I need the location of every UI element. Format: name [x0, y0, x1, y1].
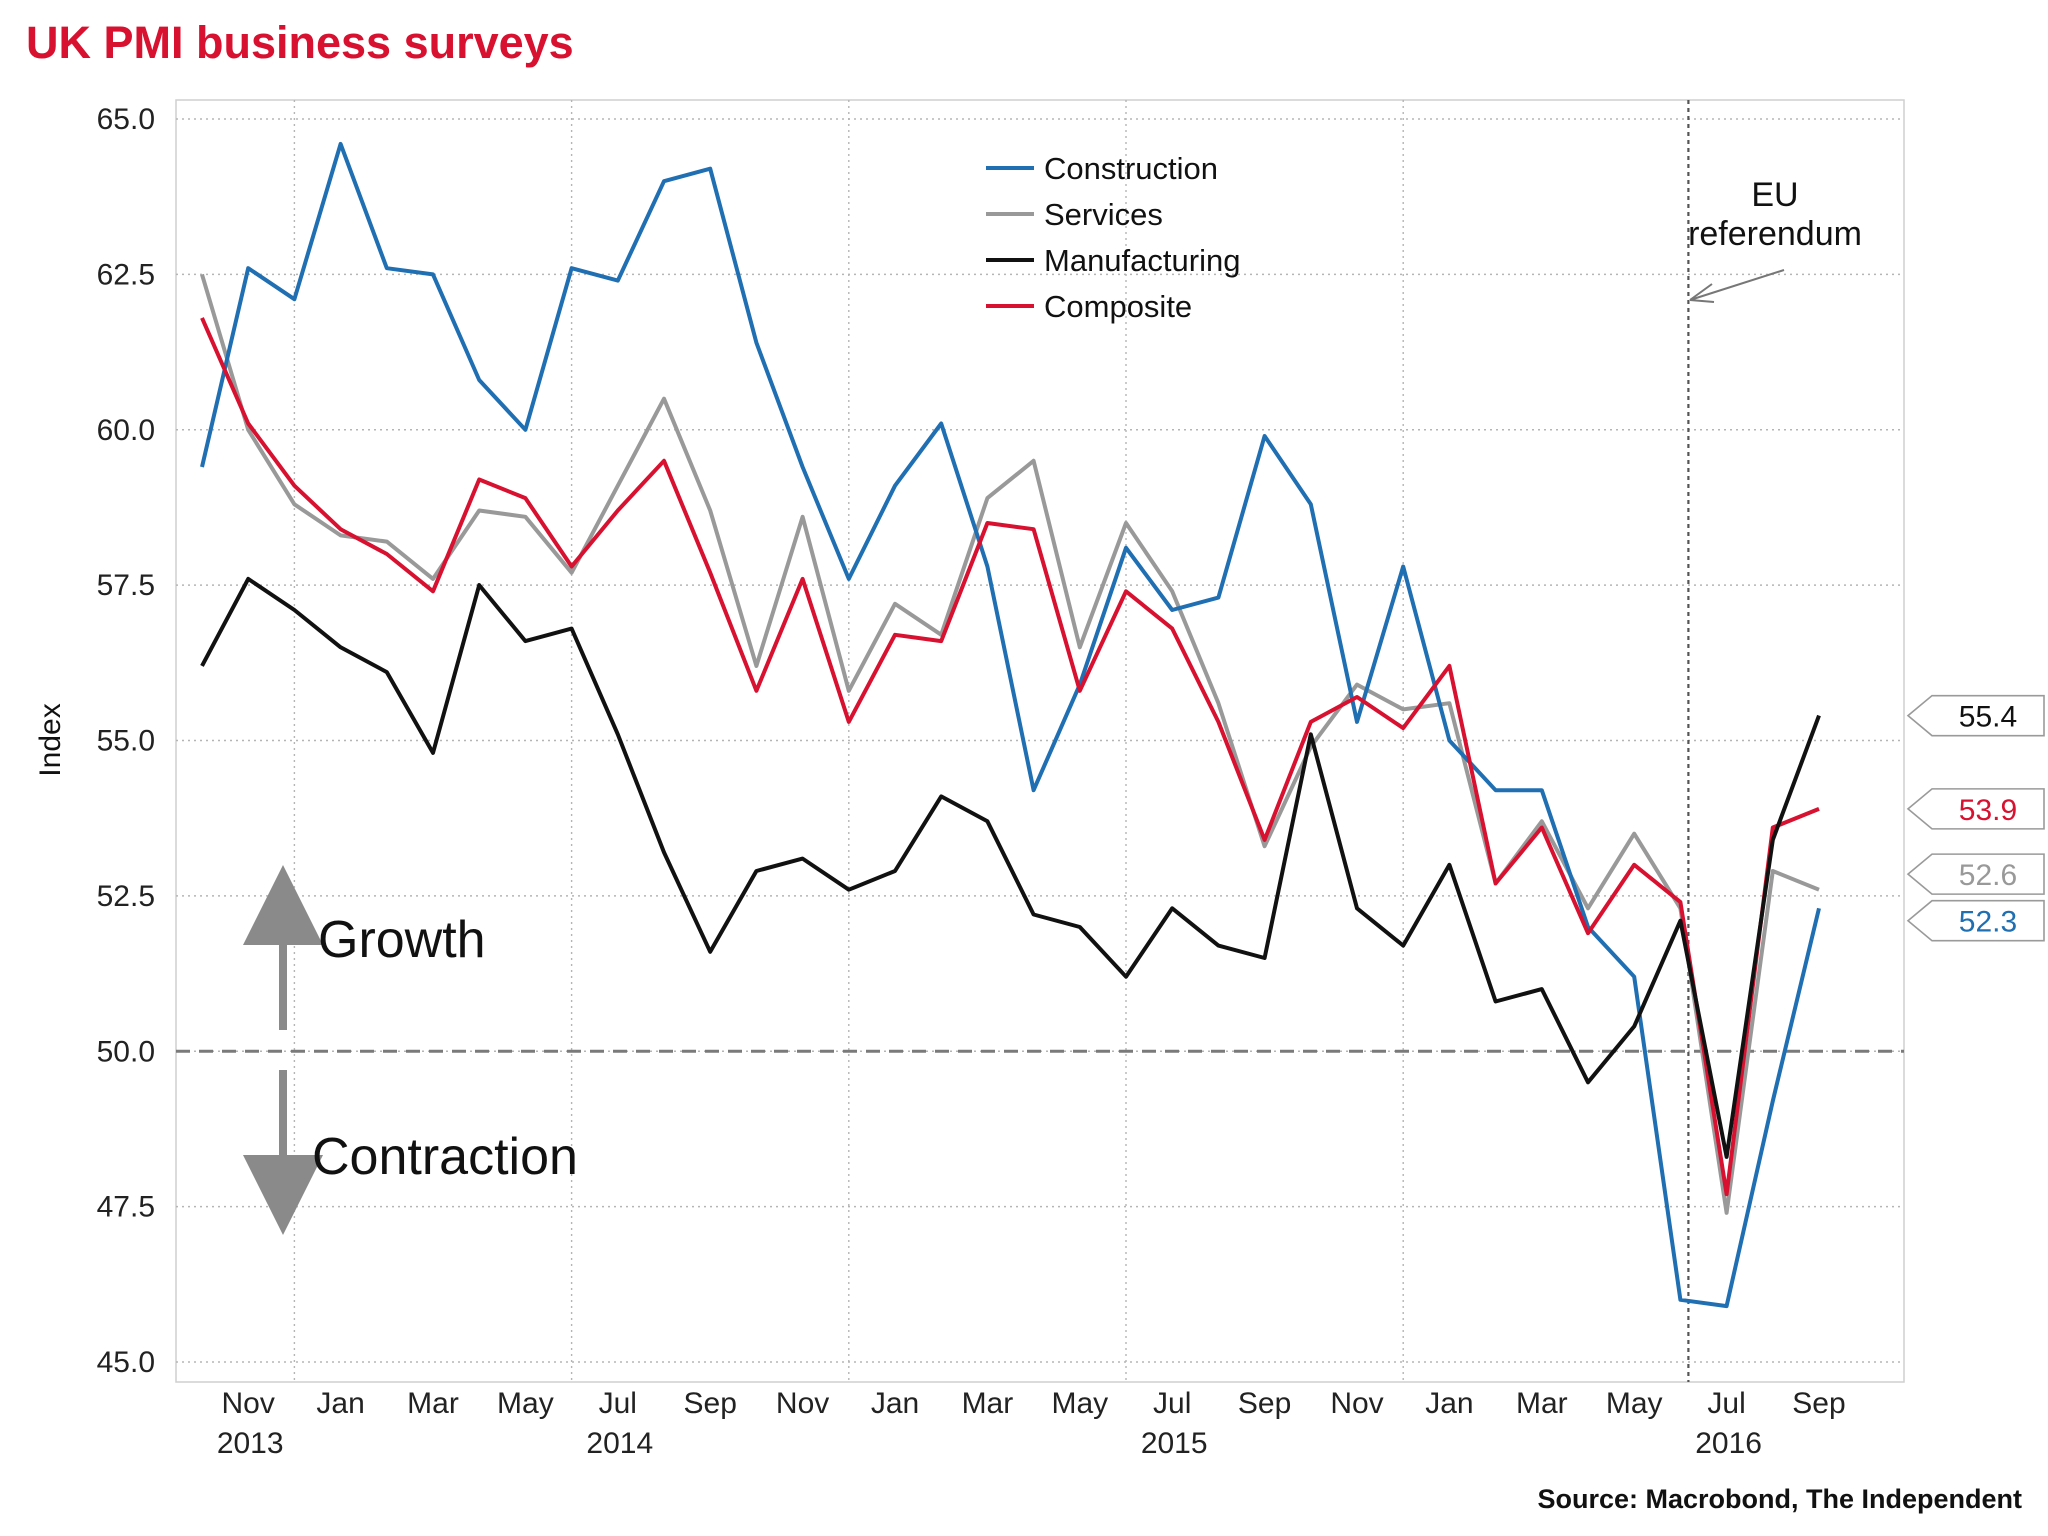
x-tick-label: Jan — [1425, 1387, 1473, 1420]
end-label-box-manufacturing — [1906, 694, 2045, 737]
legend-label-manufacturing: Manufacturing — [1044, 243, 1240, 278]
contraction-label: Contraction — [312, 1128, 578, 1186]
referendum-annotation: EU referendum — [1688, 176, 1862, 303]
x-year-label: 2015 — [1141, 1427, 1208, 1460]
x-tick-label: Mar — [407, 1387, 459, 1420]
x-tick-label: Mar — [1516, 1387, 1568, 1420]
legend: Construction Services Manufacturing Composi… — [986, 151, 1240, 324]
x-tick-label: May — [1051, 1387, 1108, 1420]
y-tick-label: 65.0 — [97, 103, 155, 136]
x-tick-label: Nov — [1330, 1387, 1383, 1420]
contraction-annotation: Contraction — [243, 1070, 578, 1235]
x-tick-label: Nov — [776, 1387, 829, 1420]
x-tick-label: Sep — [1792, 1387, 1845, 1420]
series-line-construction — [200, 141, 1821, 1309]
end-label-box-construction — [1906, 899, 2045, 942]
y-tick-label: 47.5 — [97, 1191, 155, 1224]
x-tick-label: Jul — [1153, 1387, 1191, 1420]
x-year-label: 2013 — [217, 1427, 284, 1460]
y-tick-label: 62.5 — [97, 258, 155, 291]
end-label-manufacturing: 55.4 — [1959, 701, 2017, 734]
legend-label-services: Services — [1044, 197, 1163, 232]
y-tick-label: 50.0 — [97, 1035, 155, 1068]
series-layer — [200, 141, 1821, 1309]
end-label-composite: 53.9 — [1959, 794, 2017, 827]
x-tick-label: Mar — [962, 1387, 1014, 1420]
legend-label-composite: Composite — [1044, 289, 1192, 324]
series-line-services — [200, 273, 1820, 1215]
y-tick-label: 57.5 — [97, 569, 155, 602]
x-tick-label: Jan — [316, 1387, 364, 1420]
x-tick-label: May — [1606, 1387, 1663, 1420]
y-axis-title: Index — [34, 703, 67, 776]
y-tick-label: 45.0 — [97, 1346, 155, 1379]
y-axis: 45.0 47.5 50.0 52.5 55.0 57.5 60.0 62.5 65.0 — [97, 103, 155, 1379]
series-line-manufacturing — [200, 576, 1821, 1159]
referendum-arrowhead — [1689, 283, 1715, 303]
end-labels: 52.3 52.6 55.4 53.9 — [1906, 694, 2045, 942]
end-label-box-services — [1906, 853, 2045, 895]
y-tick-label: 60.0 — [97, 414, 155, 447]
legend-label-construction: Construction — [1044, 151, 1218, 186]
x-year-label: 2016 — [1695, 1427, 1762, 1460]
x-tick-label: May — [497, 1387, 554, 1420]
x-tick-label: Nov — [222, 1387, 275, 1420]
end-label-services: 52.6 — [1959, 859, 2017, 892]
x-year-label: 2014 — [586, 1427, 653, 1460]
growth-annotation: Growth — [243, 865, 486, 1030]
grid-layer — [176, 100, 1904, 1382]
series-line-composite — [200, 317, 1820, 1197]
end-label-construction: 52.3 — [1959, 906, 2017, 939]
x-axis: Nov 2013 Jan Mar May Jul 2014 Sep Nov Jan Mar May Ju… — [217, 1387, 1846, 1460]
x-tick-label: Sep — [684, 1387, 737, 1420]
y-tick-label: 55.0 — [97, 725, 155, 758]
referendum-label-line2: referendum — [1688, 215, 1862, 253]
referendum-arrow — [1689, 269, 1785, 301]
referendum-label-line1: EU — [1751, 176, 1798, 214]
growth-label: Growth — [318, 911, 486, 969]
end-label-box-composite — [1906, 788, 2045, 830]
x-tick-label: Sep — [1238, 1387, 1291, 1420]
y-tick-label: 52.5 — [97, 880, 155, 913]
x-tick-label: Jul — [1707, 1387, 1745, 1420]
x-tick-label: Jan — [871, 1387, 919, 1420]
chart-title: UK PMI business surveys — [26, 17, 574, 68]
source-note: Source: Macrobond, The Independent — [1537, 1484, 2022, 1514]
x-tick-label: Jul — [599, 1387, 637, 1420]
